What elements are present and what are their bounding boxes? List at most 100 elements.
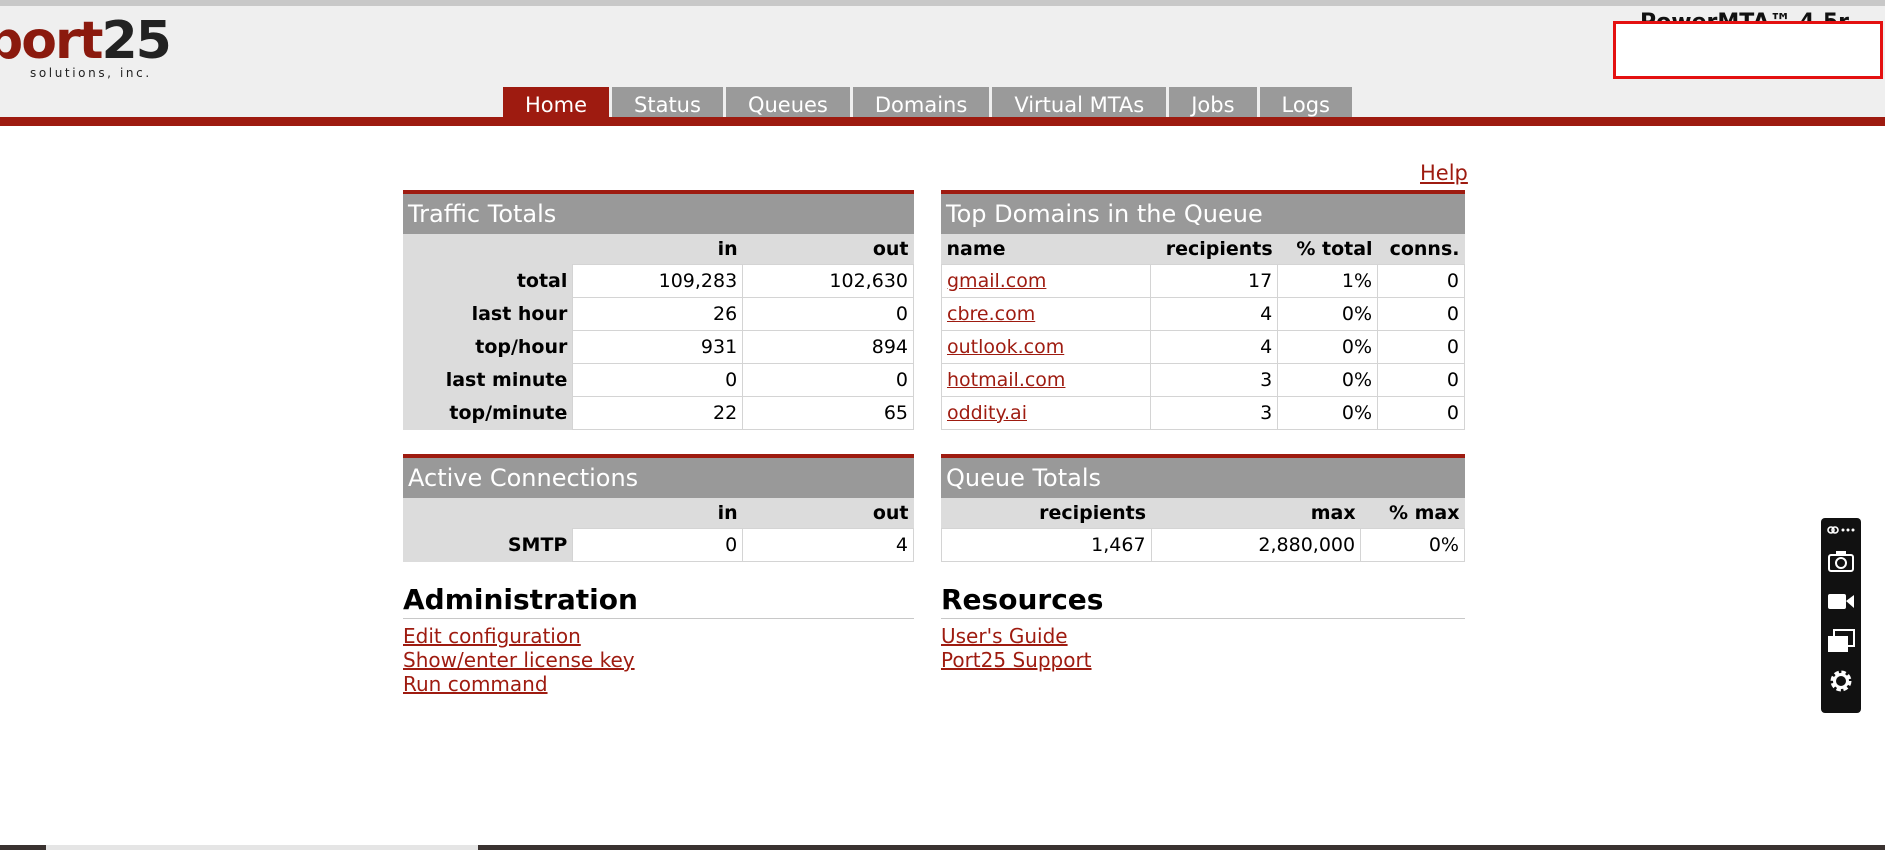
column-header: name bbox=[941, 234, 1151, 265]
table-row: gmail.com 17 1% 0 bbox=[940, 264, 1465, 298]
cell-value: 0% bbox=[1277, 396, 1379, 430]
domain-link[interactable]: cbre.com bbox=[947, 303, 1036, 325]
cell-value: 65 bbox=[742, 396, 914, 430]
cell-value: 1% bbox=[1277, 264, 1379, 298]
column-header: % max bbox=[1360, 498, 1465, 529]
cell-value: 0 bbox=[572, 363, 744, 397]
administration-heading: Administration bbox=[403, 583, 914, 619]
redaction-box bbox=[1613, 21, 1883, 79]
cell-value: 26 bbox=[572, 297, 744, 331]
users-guide-link[interactable]: User's Guide bbox=[941, 624, 1068, 648]
cell-value: 1,467 bbox=[941, 528, 1152, 562]
queue-totals-panel: Queue Totals recipients max % max 1,467 … bbox=[941, 454, 1465, 562]
license-key-link[interactable]: Show/enter license key bbox=[403, 648, 635, 672]
table-header-row: name recipients % total conns. bbox=[941, 234, 1465, 265]
column-header: conns. bbox=[1377, 234, 1465, 265]
run-command-link[interactable]: Run command bbox=[403, 672, 548, 696]
column-header: in bbox=[572, 498, 743, 529]
resources-heading: Resources bbox=[941, 583, 1465, 619]
table-row: outlook.com 4 0% 0 bbox=[940, 330, 1465, 364]
administration-links: Edit configuration Show/enter license ke… bbox=[403, 624, 635, 696]
table-header-row: recipients max % max bbox=[941, 498, 1465, 529]
column-header: in bbox=[572, 234, 743, 265]
row-label: top/hour bbox=[403, 330, 573, 364]
table-row: top/minute 22 65 bbox=[403, 396, 914, 430]
panel-title: Active Connections bbox=[403, 458, 914, 498]
camera-icon[interactable] bbox=[1821, 544, 1861, 578]
queue-totals-table: recipients max % max 1,467 2,880,000 0% bbox=[941, 498, 1465, 562]
column-header: recipients bbox=[941, 498, 1152, 529]
header: port25 solutions, inc. PowerMTA™ 4.5r Ho… bbox=[0, 6, 1885, 124]
cell-value: 0 bbox=[742, 297, 914, 331]
table-row: last hour 26 0 bbox=[403, 297, 914, 331]
panel-title: Traffic Totals bbox=[403, 194, 914, 234]
top-domains-table: name recipients % total conns. gmail.com… bbox=[940, 234, 1465, 430]
table-header-row: in out bbox=[403, 234, 914, 265]
column-header: % total bbox=[1277, 234, 1378, 265]
cell-value: 17 bbox=[1150, 264, 1279, 298]
port25-logo: port25 bbox=[0, 11, 172, 71]
cell-value: 0% bbox=[1360, 528, 1465, 562]
active-connections-table: in out SMTP 0 4 bbox=[403, 498, 914, 562]
active-connections-panel: Active Connections in out SMTP 0 4 bbox=[403, 454, 914, 562]
table-row: hotmail.com 3 0% 0 bbox=[940, 363, 1465, 397]
windows-icon[interactable] bbox=[1821, 624, 1861, 658]
cell-value: 2,880,000 bbox=[1150, 528, 1362, 562]
cell-value: 4 bbox=[1150, 330, 1279, 364]
row-label: last hour bbox=[403, 297, 573, 331]
cell-value: 894 bbox=[742, 330, 914, 364]
cell-value: 0% bbox=[1277, 330, 1379, 364]
browser-top-line bbox=[0, 0, 1885, 6]
floating-toolbar bbox=[1821, 518, 1861, 713]
cell-value: 4 bbox=[742, 528, 914, 562]
cell-value: 0 bbox=[1377, 297, 1465, 331]
row-label: SMTP bbox=[403, 528, 573, 562]
help-link[interactable]: Help bbox=[1420, 161, 1468, 185]
panel-title: Queue Totals bbox=[941, 458, 1465, 498]
table-row: oddity.ai 3 0% 0 bbox=[940, 396, 1465, 430]
cell-value: 0 bbox=[1377, 396, 1465, 430]
cell-value: 0 bbox=[1377, 330, 1465, 364]
column-header: out bbox=[742, 234, 914, 265]
video-camera-icon[interactable] bbox=[1821, 584, 1861, 618]
port25-support-link[interactable]: Port25 Support bbox=[941, 648, 1092, 672]
cell-value: 0 bbox=[1377, 363, 1465, 397]
column-header: max bbox=[1151, 498, 1361, 529]
cell-value: 102,630 bbox=[742, 264, 914, 298]
cell-value: 0% bbox=[1277, 297, 1379, 331]
cell-value: 109,283 bbox=[572, 264, 744, 298]
cell-value: 0 bbox=[1377, 264, 1465, 298]
cell-value: 4 bbox=[1150, 297, 1279, 331]
column-header: out bbox=[742, 498, 914, 529]
cell-value: 3 bbox=[1150, 363, 1279, 397]
nav-underline-bar bbox=[0, 117, 1885, 126]
domain-link[interactable]: gmail.com bbox=[947, 270, 1047, 292]
logo-subtitle: solutions, inc. bbox=[30, 66, 152, 80]
column-header: recipients bbox=[1150, 234, 1278, 265]
row-label: total bbox=[403, 264, 573, 298]
domain-link[interactable]: oddity.ai bbox=[947, 402, 1027, 424]
link-more-icon[interactable] bbox=[1821, 518, 1861, 542]
table-row: top/hour 931 894 bbox=[403, 330, 914, 364]
cell-value: 0 bbox=[742, 363, 914, 397]
cell-value: 931 bbox=[572, 330, 744, 364]
table-row: SMTP 0 4 bbox=[403, 528, 914, 562]
domain-link[interactable]: hotmail.com bbox=[947, 369, 1066, 391]
table-row: 1,467 2,880,000 0% bbox=[941, 528, 1465, 562]
traffic-totals-table: in out total 109,283 102,630 last hour 2… bbox=[403, 234, 914, 430]
tab-jobs[interactable]: Jobs bbox=[1169, 87, 1257, 124]
table-row: last minute 0 0 bbox=[403, 363, 914, 397]
resources-links: User's Guide Port25 Support bbox=[941, 624, 1092, 672]
traffic-totals-panel: Traffic Totals in out total 109,283 102,… bbox=[403, 190, 914, 430]
cell-value: 0% bbox=[1277, 363, 1379, 397]
cell-value: 22 bbox=[572, 396, 744, 430]
top-domains-panel: Top Domains in the Queue name recipients… bbox=[940, 190, 1465, 430]
bottom-taskbar-edge bbox=[0, 845, 1885, 850]
cell-value: 3 bbox=[1150, 396, 1279, 430]
panel-title: Top Domains in the Queue bbox=[941, 194, 1465, 234]
edit-configuration-link[interactable]: Edit configuration bbox=[403, 624, 581, 648]
domain-link[interactable]: outlook.com bbox=[947, 336, 1065, 358]
row-label: top/minute bbox=[403, 396, 573, 430]
gear-icon[interactable] bbox=[1821, 664, 1861, 698]
table-row: cbre.com 4 0% 0 bbox=[940, 297, 1465, 331]
